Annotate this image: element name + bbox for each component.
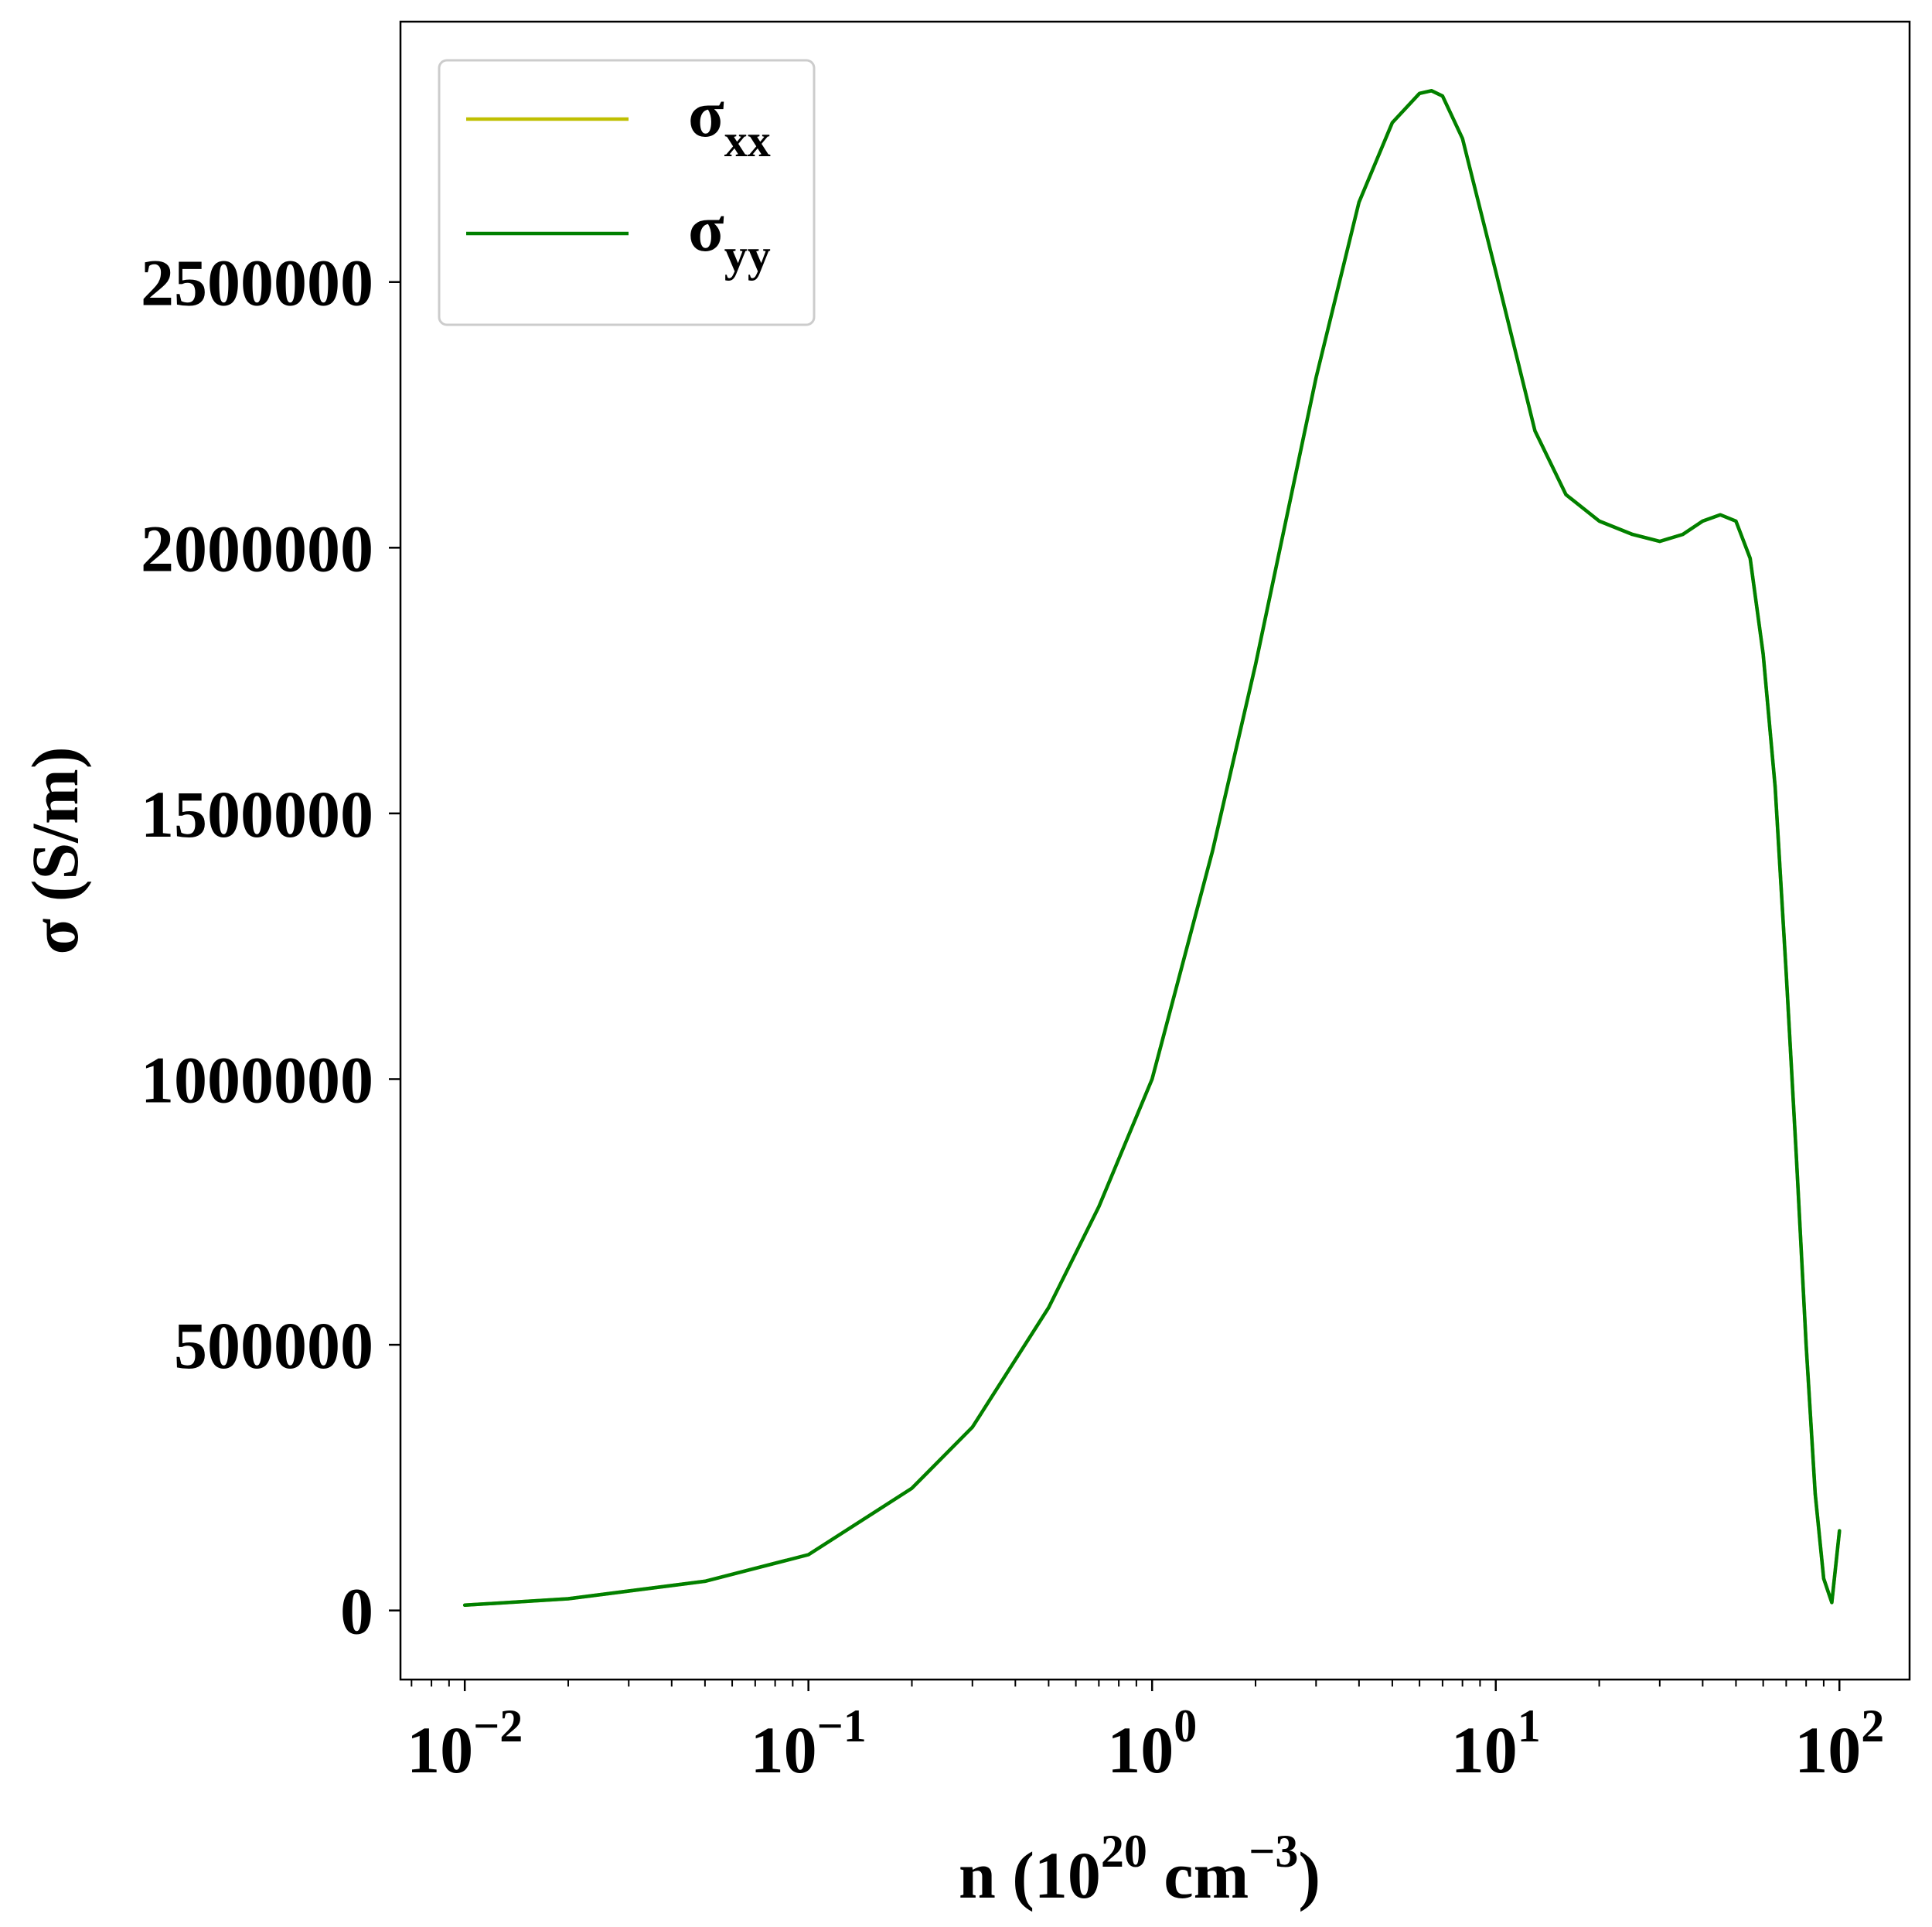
series-line-yy xyxy=(462,89,1842,1608)
legend-label-xx: σxx xyxy=(688,77,771,166)
x-tick-exponent: 0 xyxy=(1174,1700,1197,1751)
x-tick-label: 102 xyxy=(1794,1700,1884,1787)
x-tick-label: 100 xyxy=(1107,1700,1197,1787)
y-tick-label: 1500000 xyxy=(141,777,373,851)
x-tick-base: 10 xyxy=(751,1713,817,1787)
y-tick-label: 500000 xyxy=(174,1308,373,1383)
x-axis-label-mid: cm xyxy=(1147,1838,1249,1912)
x-tick-label: 10−1 xyxy=(751,1700,867,1787)
legend-label-yy: σyy xyxy=(688,191,771,281)
y-tick-label: 1000000 xyxy=(141,1042,373,1117)
y-tick-label: 2000000 xyxy=(141,511,373,585)
legend-symbol: σ xyxy=(688,191,724,265)
y-tick-label: 2500000 xyxy=(141,246,373,320)
legend-box xyxy=(438,59,816,326)
x-axis-label-sup1: 20 xyxy=(1101,1826,1147,1877)
x-tick-base: 10 xyxy=(407,1713,473,1787)
x-axis-ticks: 10−2 10−1 100 101 102 xyxy=(407,1680,1884,1787)
x-tick-base: 10 xyxy=(1451,1713,1518,1787)
x-minor-ticks xyxy=(411,1680,1825,1687)
x-tick-label: 101 xyxy=(1451,1700,1541,1787)
x-axis-label: n (1020 cm−3) xyxy=(959,1826,1320,1912)
x-axis-label-end: ) xyxy=(1298,1838,1320,1912)
x-tick-exponent: 2 xyxy=(1861,1700,1884,1751)
x-tick-label: 10−2 xyxy=(407,1700,523,1787)
x-tick-exponent: −1 xyxy=(817,1700,867,1751)
x-tick-base: 10 xyxy=(1107,1713,1174,1787)
series-layer xyxy=(462,89,1842,1608)
x-tick-base: 10 xyxy=(1794,1713,1861,1787)
x-axis-label-main: n (10 xyxy=(959,1838,1101,1912)
x-tick-exponent: −2 xyxy=(473,1700,523,1751)
y-axis-label: σ (S/m) xyxy=(18,747,92,955)
y-tick-label: 0 xyxy=(340,1574,373,1649)
x-axis-label-sup2: −3 xyxy=(1249,1826,1298,1877)
y-axis-ticks: 0 500000 1000000 1500000 2000000 2500000 xyxy=(141,246,400,1649)
x-tick-exponent: 1 xyxy=(1518,1700,1541,1751)
legend-symbol: σ xyxy=(688,77,724,151)
plot-frame xyxy=(399,20,1911,1681)
legend-subscript: xx xyxy=(724,115,771,166)
legend-subscript: yy xyxy=(724,230,771,281)
